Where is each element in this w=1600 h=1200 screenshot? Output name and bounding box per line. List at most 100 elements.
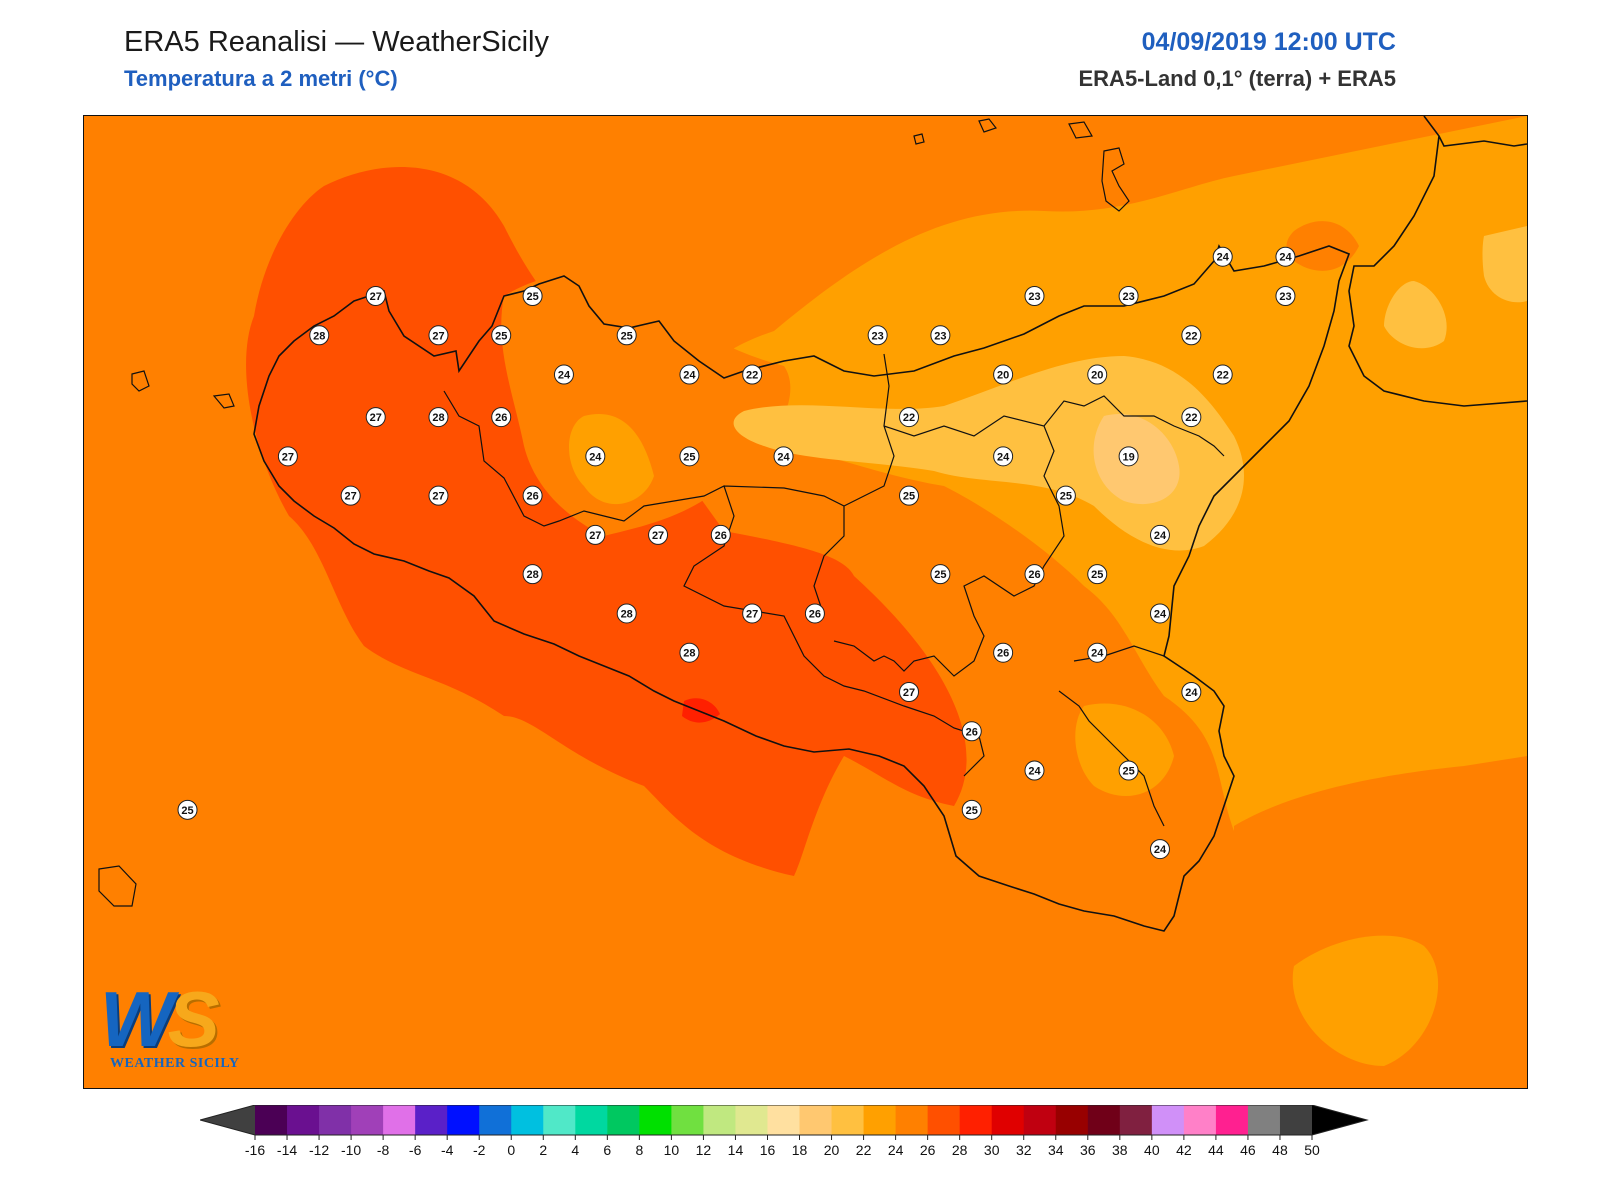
station-marker: 24	[553, 364, 574, 385]
colorbar-swatch	[479, 1105, 512, 1135]
station-value: 28	[432, 412, 444, 424]
station-value: 22	[1185, 412, 1197, 424]
station-marker: 26	[710, 524, 731, 545]
station-value: 22	[1185, 330, 1197, 342]
station-value: 24	[997, 451, 1010, 463]
station-marker: 19	[1118, 446, 1139, 467]
band-24-26-n-sicily	[501, 274, 791, 536]
colorbar-swatch	[543, 1105, 576, 1135]
station-marker: 22	[742, 364, 763, 385]
temperature-colorbar: -16 -14 -12 -10 -8 -6 -4 -2 0 2 4 6 8 10 12 14 16 18 20 22 2…	[198, 1104, 1410, 1175]
station-marker: 23	[867, 325, 888, 346]
band-26-28-ne	[1286, 221, 1359, 271]
station-value: 27	[370, 291, 382, 303]
band-20-22-east2	[1482, 226, 1527, 303]
station-marker: 26	[491, 407, 512, 428]
colorbar-swatch	[319, 1105, 352, 1135]
station-value: 25	[966, 805, 978, 817]
band-28-30	[682, 698, 720, 723]
colorbar-tick-label: 26	[920, 1142, 936, 1158]
colorbar-tick-label: 34	[1048, 1142, 1064, 1158]
colorbar-swatch	[1119, 1105, 1153, 1135]
colorbar-swatch	[1055, 1105, 1089, 1135]
station-value: 27	[746, 608, 758, 620]
colorbar-over-arrow	[1312, 1105, 1367, 1135]
station-value: 24	[683, 370, 696, 382]
calabria-coastline	[1348, 116, 1527, 407]
colorbar-tick-label: -4	[441, 1142, 454, 1158]
station-marker: 24	[1149, 524, 1170, 545]
station-value: 25	[683, 451, 695, 463]
station-marker: 24	[773, 446, 794, 467]
station-marker: 24	[1181, 682, 1202, 702]
station-marker: 24	[993, 446, 1014, 467]
station-value: 25	[1060, 491, 1072, 503]
station-value: 24	[1154, 530, 1167, 542]
colorbar-tick-label: 0	[507, 1142, 515, 1158]
station-value: 23	[1122, 291, 1134, 303]
station-value: 25	[1091, 569, 1103, 581]
colorbar-tick-label: -16	[245, 1142, 265, 1158]
colorbar-swatch	[767, 1105, 801, 1135]
station-marker: 24	[1212, 246, 1233, 267]
station-marker: 28	[616, 603, 637, 624]
colorbar-tick-label: -10	[341, 1142, 361, 1158]
sicily-coastline	[253, 244, 1351, 932]
station-marker: 23	[1024, 286, 1045, 306]
colorbar-tick-label: 14	[728, 1142, 744, 1158]
colorbar-swatch	[831, 1105, 865, 1135]
colorbar-swatch	[639, 1105, 672, 1135]
band-20-22-east	[1384, 281, 1447, 349]
station-marker: 25	[616, 325, 637, 346]
station-value: 22	[1217, 370, 1229, 382]
station-value: 27	[589, 530, 601, 542]
colorbar-tick-label: 16	[760, 1142, 776, 1158]
colorbar-tick-label: 10	[664, 1142, 680, 1158]
station-value: 26	[966, 726, 978, 738]
temperature-map[interactable]: 27 28 27 25 25 25 27 28 26 27 27 27 26 24 24 22 24 25 24 23…	[83, 115, 1528, 1089]
colorbar-tick-label: 2	[539, 1142, 547, 1158]
colorbar-tick-label: 28	[952, 1142, 968, 1158]
colorbar-swatch	[703, 1105, 736, 1135]
station-value: 26	[495, 412, 507, 424]
station-value: 28	[683, 648, 695, 660]
colorbar-swatch	[351, 1105, 384, 1135]
colorbar-swatch	[671, 1105, 704, 1135]
colorbar-swatch	[1215, 1105, 1249, 1135]
colorbar-tick-label: 46	[1240, 1142, 1256, 1158]
colorbar-swatch	[287, 1105, 320, 1135]
station-value: 24	[1217, 252, 1230, 264]
station-value: 25	[495, 330, 507, 342]
colorbar-swatch	[735, 1105, 768, 1135]
station-marker: 28	[428, 407, 449, 428]
station-marker: 28	[679, 642, 700, 663]
station-value: 27	[282, 451, 294, 463]
colorbar-tick-label: 24	[888, 1142, 904, 1158]
station-value: 24	[1279, 252, 1292, 264]
station-marker: 24	[1149, 839, 1170, 860]
colorbar-swatch	[1087, 1105, 1121, 1135]
colorbar-swatch	[863, 1105, 897, 1135]
station-value: 25	[934, 569, 946, 581]
colorbar-tick-label: -14	[277, 1142, 297, 1158]
colorbar-tick-label: -8	[377, 1142, 390, 1158]
station-value: 24	[558, 370, 571, 382]
colorbar-swatch	[1023, 1105, 1057, 1135]
station-marker: 24	[679, 364, 700, 385]
station-marker: 27	[585, 524, 606, 545]
station-marker: 22	[1181, 407, 1202, 428]
colorbar-tick-label: -6	[409, 1142, 422, 1158]
data-source: ERA5-Land 0,1° (terra) + ERA5	[1078, 66, 1397, 91]
station-value: 28	[313, 330, 325, 342]
map-subtitle: Temperatura a 2 metri (°C)	[124, 66, 398, 91]
colorbar-swatch	[1279, 1105, 1313, 1135]
colorbar-tick-label: 42	[1176, 1142, 1192, 1158]
station-marker: 28	[309, 325, 330, 346]
station-marker: 25	[899, 485, 920, 506]
station-marker: 25	[679, 446, 700, 467]
colorbar-tick-label: 18	[792, 1142, 808, 1158]
station-value: 24	[1028, 766, 1041, 778]
station-value: 23	[1279, 291, 1291, 303]
station-value: 25	[621, 330, 633, 342]
station-value: 28	[526, 569, 538, 581]
